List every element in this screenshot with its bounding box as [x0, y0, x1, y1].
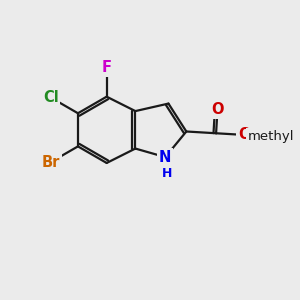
Text: Br: Br — [41, 154, 60, 169]
Text: methyl: methyl — [248, 130, 294, 143]
Text: Cl: Cl — [43, 90, 58, 105]
Text: H: H — [161, 167, 172, 180]
Text: F: F — [102, 60, 112, 75]
Text: O: O — [238, 128, 250, 142]
Text: N: N — [159, 150, 172, 165]
Text: O: O — [211, 102, 224, 117]
